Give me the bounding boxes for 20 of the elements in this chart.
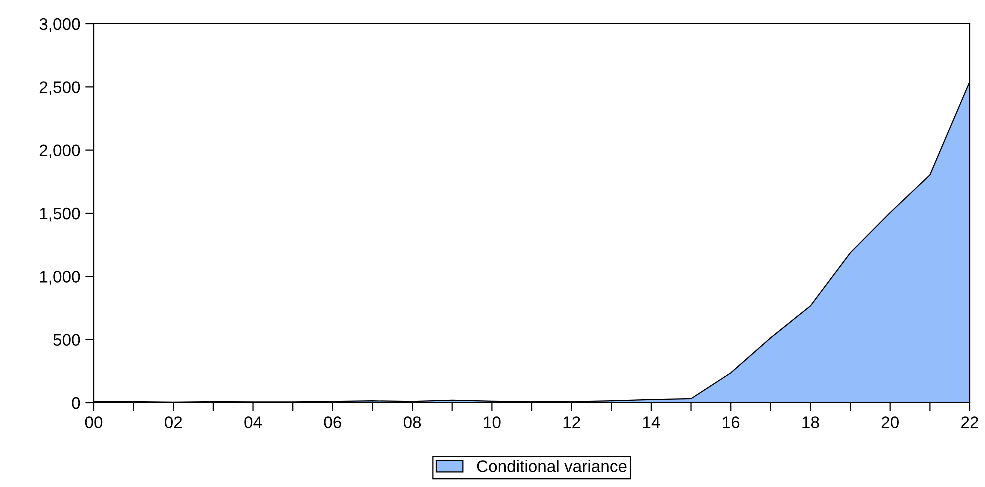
x-tick-label: 00 bbox=[85, 416, 103, 428]
x-tick-label: 22 bbox=[962, 416, 978, 428]
x-tick-label: 12 bbox=[564, 416, 580, 428]
x-tick-label: 02 bbox=[165, 416, 182, 428]
x-tick-label: 10 bbox=[484, 416, 501, 428]
x-tick-label: 08 bbox=[404, 416, 422, 428]
y-tick-label: 2,000 bbox=[40, 144, 80, 159]
y-tick-label: 0 bbox=[72, 397, 80, 410]
x-tick-label: 18 bbox=[802, 416, 820, 428]
legend-label: Conditional variance bbox=[477, 460, 627, 472]
x-tick-label: 06 bbox=[324, 416, 342, 428]
x-tick-label: 16 bbox=[723, 416, 740, 428]
x-tick-label: 14 bbox=[643, 416, 660, 428]
y-tick-label: 1,000 bbox=[40, 271, 80, 285]
y-tick-label: 3,000 bbox=[40, 18, 80, 32]
x-tick-label: 20 bbox=[882, 416, 899, 428]
y-tick-label: 1,500 bbox=[40, 208, 80, 222]
y-tick-label: 2,500 bbox=[40, 82, 80, 96]
x-tick-label: 04 bbox=[244, 416, 262, 428]
y-tick-label: 500 bbox=[54, 334, 80, 346]
